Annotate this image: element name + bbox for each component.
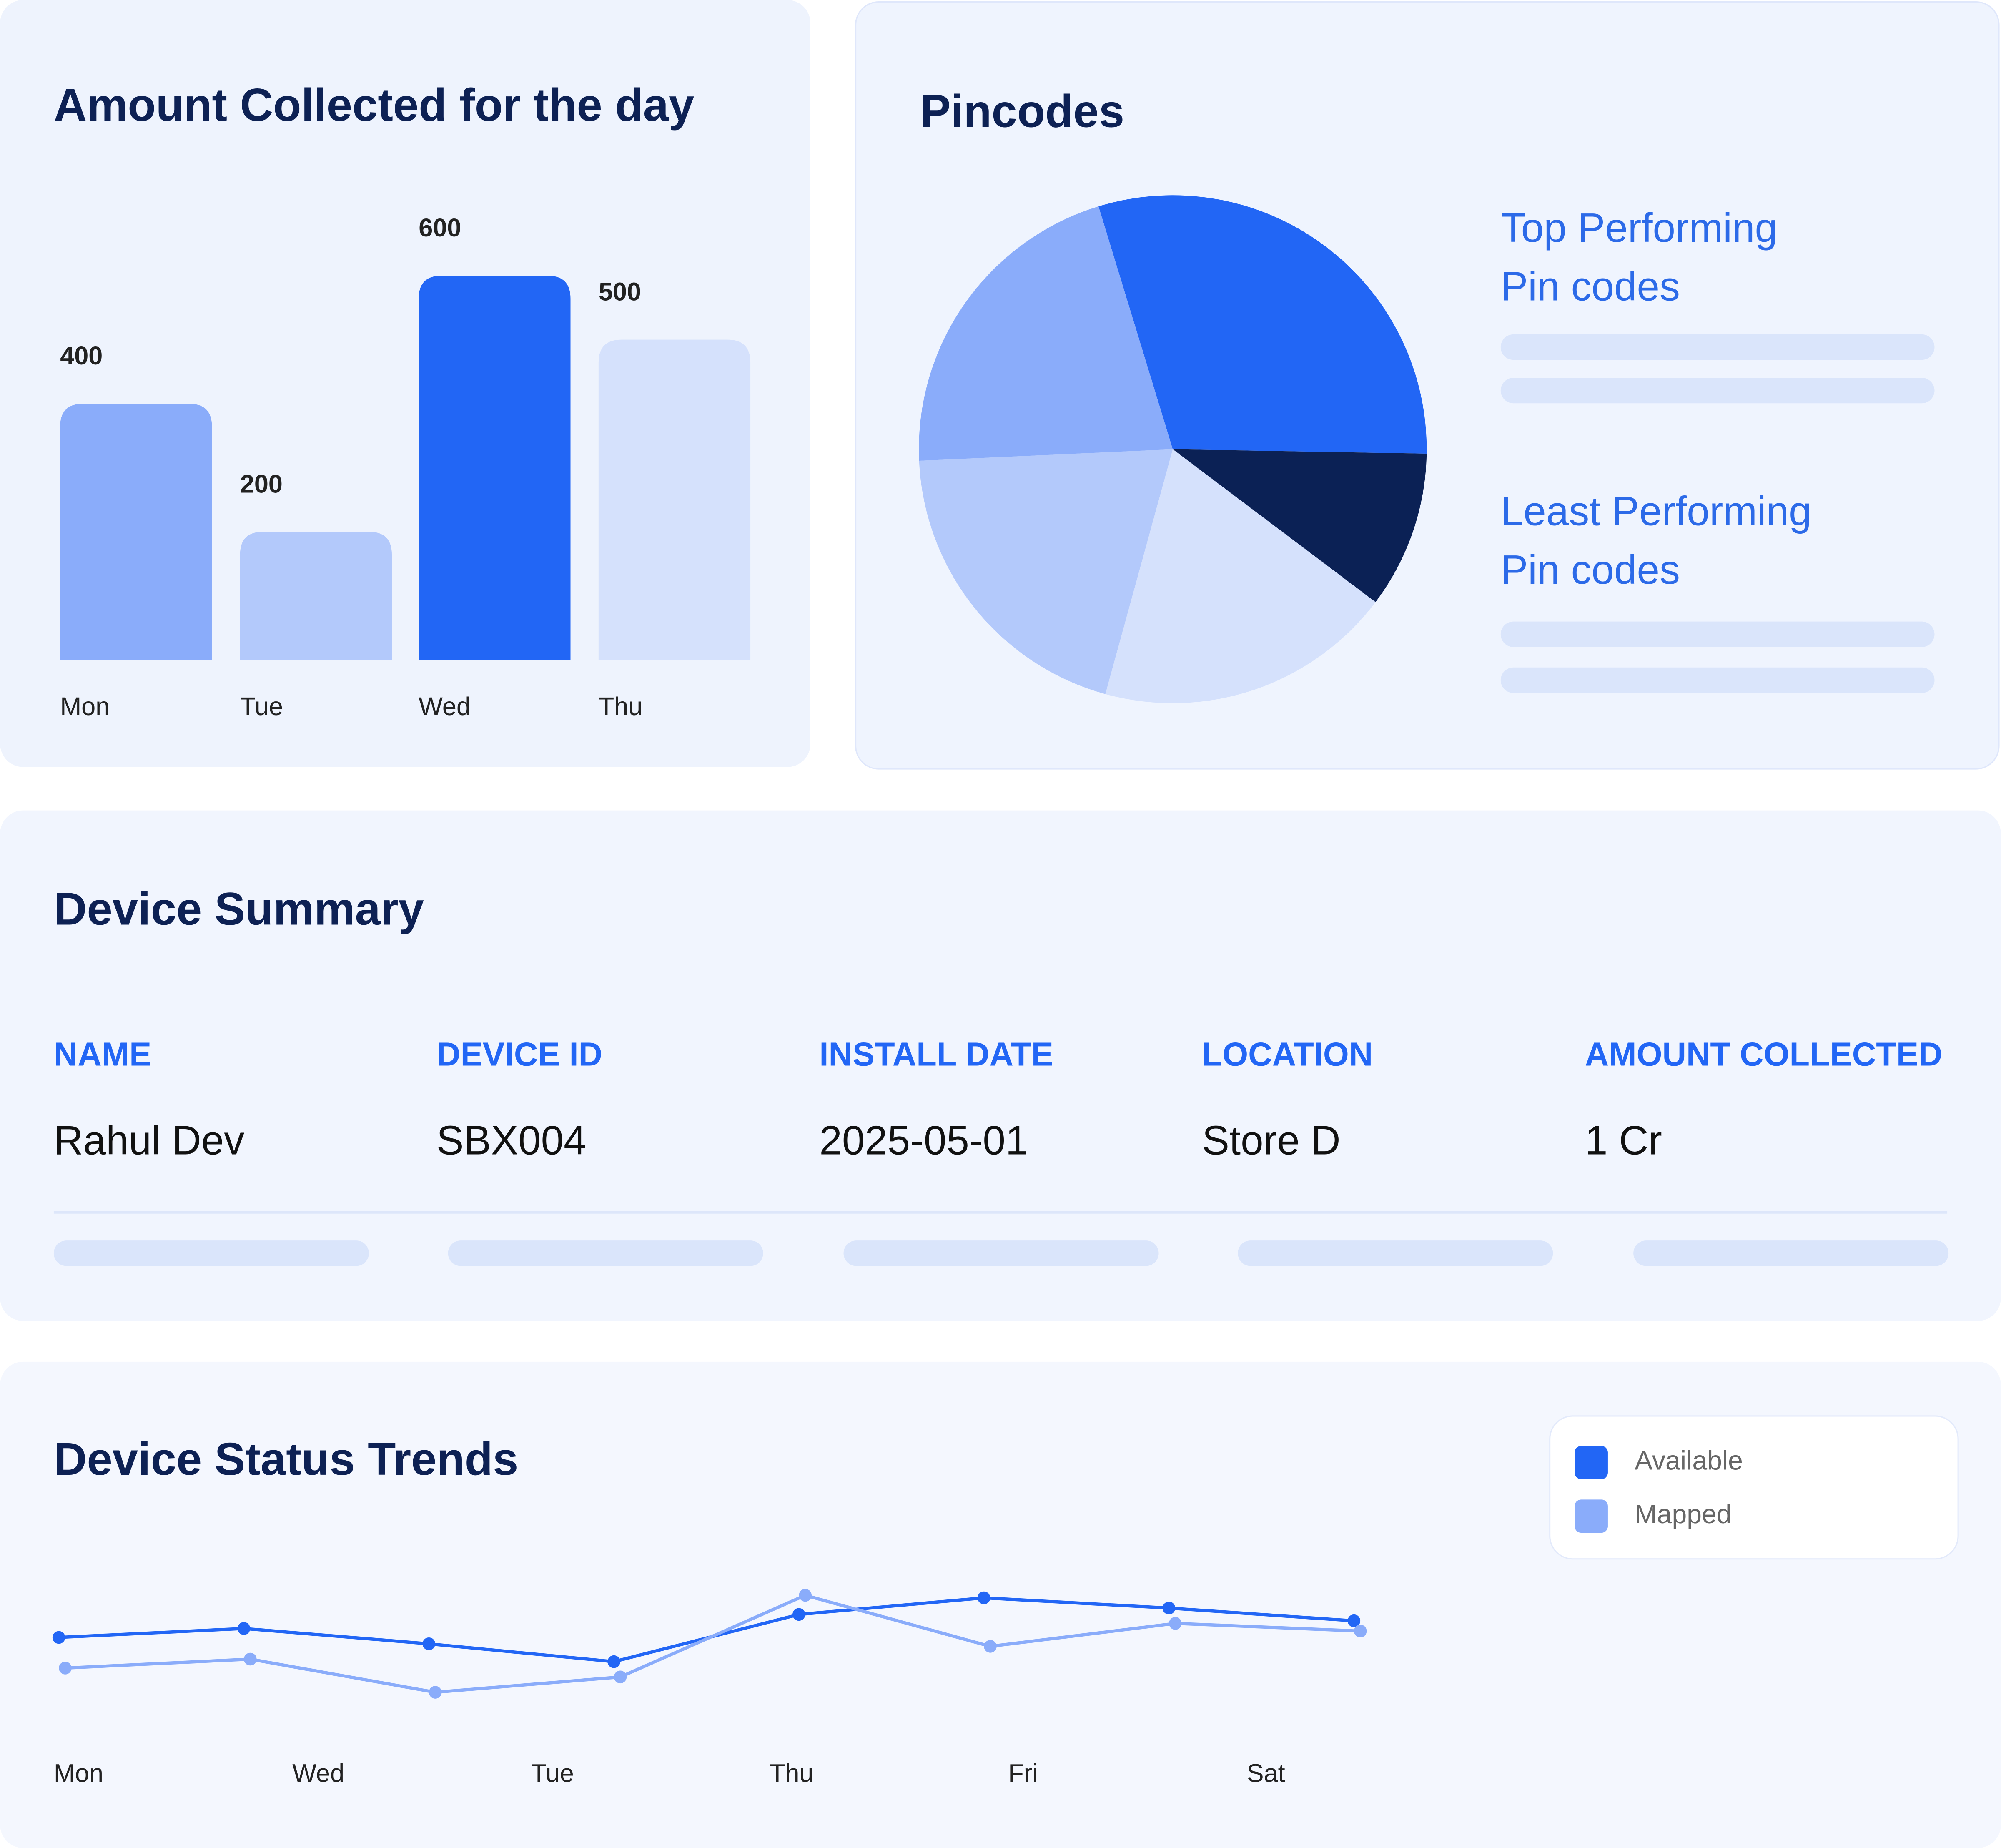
point bbox=[59, 1662, 72, 1675]
x-tick-label: Fri bbox=[1008, 1759, 1038, 1788]
legend-heading: Top Performing bbox=[1501, 205, 1778, 251]
table-header: NAME bbox=[54, 1035, 151, 1072]
pie-slice bbox=[919, 206, 1173, 461]
placeholders bbox=[53, 334, 1949, 1266]
x-tick-label: Thu bbox=[770, 1759, 813, 1788]
point bbox=[429, 1686, 442, 1699]
x-tick-label: Sat bbox=[1247, 1759, 1285, 1788]
x-tick-label: Tue bbox=[531, 1759, 574, 1788]
table-header: DEVICE ID bbox=[436, 1035, 602, 1072]
legend-heading: Pin codes bbox=[1501, 547, 1680, 593]
table-cell: 2025-05-01 bbox=[819, 1117, 1028, 1163]
bar bbox=[60, 404, 212, 660]
placeholder bbox=[843, 1240, 1159, 1266]
table-cell: Store D bbox=[1202, 1117, 1341, 1163]
table-header: INSTALL DATE bbox=[819, 1035, 1053, 1072]
placeholder bbox=[1633, 1240, 1949, 1266]
point bbox=[607, 1655, 620, 1668]
pie-slice bbox=[1098, 195, 1427, 454]
point bbox=[1347, 1614, 1361, 1627]
table-cell: Rahul Dev bbox=[54, 1117, 244, 1163]
value-label: 600 bbox=[419, 213, 461, 242]
placeholder bbox=[1500, 667, 1935, 693]
value-label: 200 bbox=[240, 470, 283, 498]
point bbox=[52, 1631, 65, 1644]
legend-box bbox=[1549, 1415, 1959, 1560]
placeholder bbox=[1238, 1240, 1553, 1266]
bar bbox=[598, 339, 751, 660]
card bbox=[0, 1361, 2001, 1848]
pie-slice bbox=[1173, 449, 1427, 602]
card-title: Device Summary bbox=[54, 884, 424, 935]
point bbox=[792, 1608, 805, 1621]
placeholder bbox=[1500, 621, 1935, 647]
x-tick-label: Wed bbox=[419, 692, 471, 721]
bar bbox=[240, 532, 392, 660]
x-tick-label: Mon bbox=[54, 1759, 103, 1788]
x-tick-label: Tue bbox=[240, 692, 283, 721]
point bbox=[977, 1591, 990, 1604]
point bbox=[1169, 1617, 1182, 1630]
pie-slice bbox=[919, 449, 1173, 694]
bar bbox=[419, 276, 571, 660]
legend-swatch bbox=[1575, 1446, 1608, 1479]
line-series bbox=[65, 1593, 1361, 1694]
placeholder bbox=[1500, 334, 1935, 360]
point bbox=[984, 1640, 997, 1653]
legend-swatch bbox=[1575, 1499, 1608, 1533]
point bbox=[614, 1670, 627, 1684]
point bbox=[243, 1652, 257, 1666]
card-title: Pincodes bbox=[920, 86, 1124, 137]
legend-heading: Least Performing bbox=[1501, 488, 1812, 534]
placeholder bbox=[53, 1240, 369, 1266]
point bbox=[422, 1637, 436, 1650]
legend-label: Available bbox=[1635, 1446, 1743, 1476]
legend-label: Mapped bbox=[1635, 1499, 1731, 1529]
card bbox=[0, 810, 2001, 1321]
placeholder bbox=[448, 1240, 763, 1266]
table-cell: SBX004 bbox=[436, 1117, 586, 1163]
placeholder bbox=[1500, 377, 1935, 404]
x-tick-label: Thu bbox=[599, 692, 642, 721]
x-tick-label: Mon bbox=[60, 692, 110, 721]
point bbox=[799, 1589, 812, 1602]
pie-slice bbox=[1105, 449, 1376, 703]
table-cell: 1 Cr bbox=[1585, 1117, 1662, 1163]
card-title: Device Status Trends bbox=[54, 1434, 518, 1485]
x-tick-label: Wed bbox=[292, 1759, 344, 1788]
table-header: LOCATION bbox=[1202, 1035, 1373, 1072]
value-label: 500 bbox=[599, 278, 641, 306]
point bbox=[1354, 1625, 1367, 1637]
point bbox=[1162, 1602, 1176, 1614]
legend-heading: Pin codes bbox=[1501, 264, 1680, 309]
table-header: AMOUNT COLLECTED bbox=[1585, 1035, 1943, 1072]
value-label: 400 bbox=[60, 341, 103, 370]
card-title: Amount Collected for the day bbox=[54, 79, 694, 131]
point bbox=[237, 1622, 251, 1635]
